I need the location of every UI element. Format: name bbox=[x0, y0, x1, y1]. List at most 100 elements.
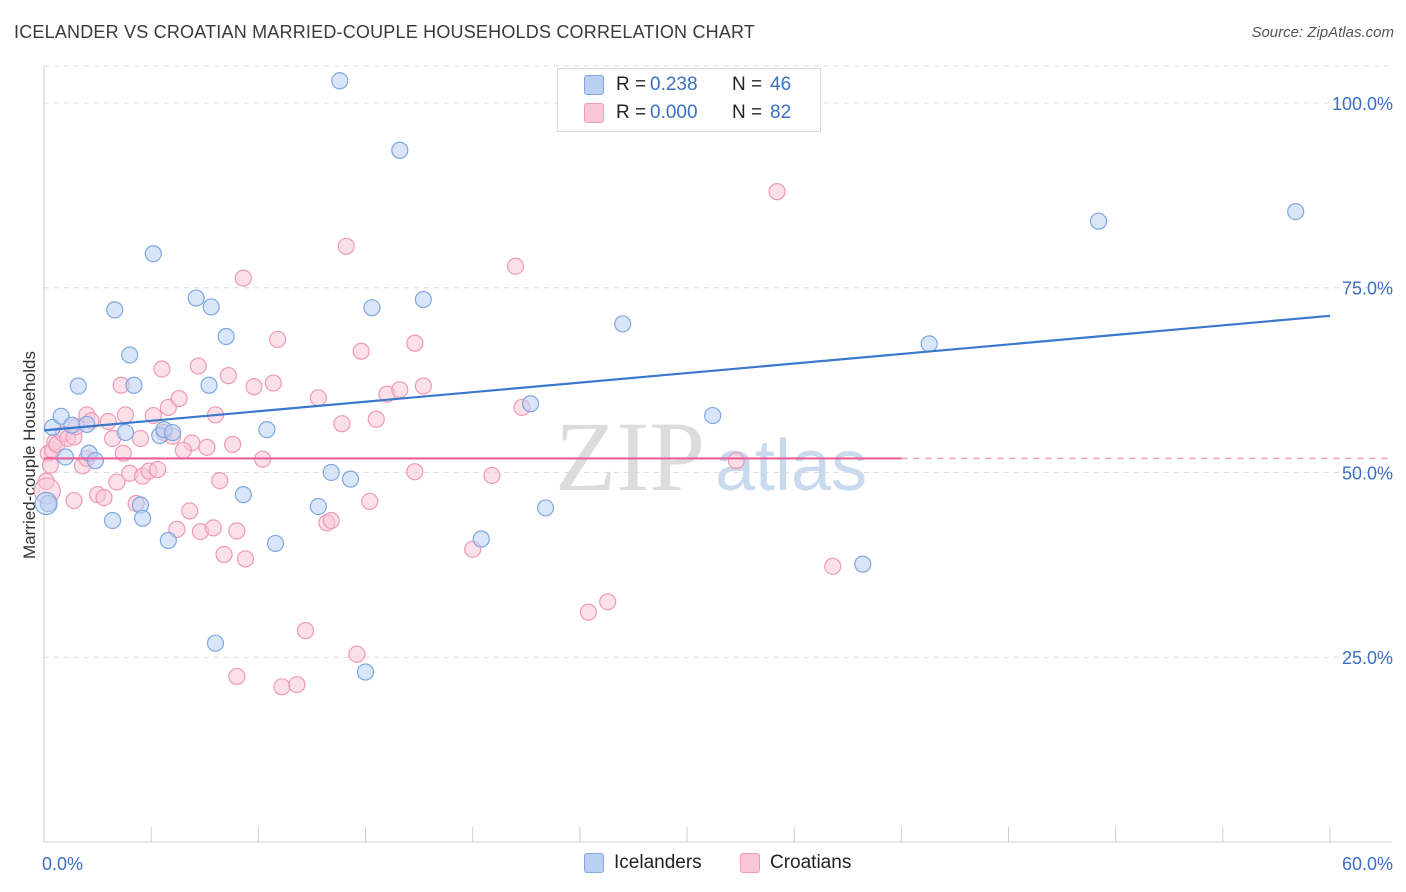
tick-labels: 25.0% 50.0% 75.0% 100.0% 0.0% 60.0% bbox=[42, 94, 1393, 874]
x-tick-label: 60.0% bbox=[1342, 854, 1393, 874]
y-tick-label: 75.0% bbox=[1342, 279, 1393, 299]
icelander-point bbox=[363, 299, 381, 317]
croatian-point bbox=[288, 675, 306, 694]
croatian-point bbox=[211, 472, 229, 490]
croatian-point bbox=[768, 183, 786, 201]
croatian-point bbox=[41, 456, 60, 474]
croatian-point bbox=[234, 269, 252, 287]
n-value: 46 bbox=[770, 74, 792, 95]
icelander-point bbox=[704, 406, 722, 425]
icelander-point bbox=[106, 301, 124, 319]
n-label: N = bbox=[732, 74, 763, 95]
icelander-point bbox=[356, 663, 375, 681]
source-label: Source: ZipAtlas.com bbox=[1251, 24, 1394, 41]
croatian-point bbox=[148, 460, 167, 479]
croatian-point bbox=[296, 622, 315, 640]
y-tick-label: 50.0% bbox=[1342, 463, 1393, 483]
croatian-point bbox=[599, 593, 617, 611]
r-label: R = bbox=[616, 102, 647, 123]
x-tick-label: 0.0% bbox=[42, 854, 83, 874]
icelander-point bbox=[69, 377, 87, 395]
correlation-legend: R = 0.238 N = 46 R = 0.000 N = 82 bbox=[557, 68, 821, 132]
icelander-point bbox=[125, 376, 143, 394]
croatian-point bbox=[333, 415, 351, 433]
croatian-point bbox=[99, 412, 117, 431]
r-value: 0.000 bbox=[650, 102, 698, 123]
croatian-point bbox=[727, 452, 745, 470]
croatian-point bbox=[264, 374, 282, 392]
icelander-point bbox=[78, 415, 96, 434]
croatian-point bbox=[116, 406, 135, 424]
icelander-point bbox=[521, 395, 540, 413]
croatian-point bbox=[367, 410, 385, 428]
icelanders-points bbox=[34, 72, 1305, 681]
icelander-point bbox=[322, 463, 340, 482]
y-tick-label: 25.0% bbox=[1342, 648, 1393, 668]
croatian-point bbox=[322, 511, 340, 530]
croatian-point bbox=[406, 463, 424, 481]
icelander-point bbox=[103, 511, 122, 530]
icelander-point bbox=[1287, 202, 1305, 221]
icelander-point bbox=[331, 72, 349, 90]
croatians-legend-swatch bbox=[740, 853, 760, 873]
croatian-point bbox=[204, 519, 222, 537]
icelander-point bbox=[414, 290, 432, 309]
croatian-point bbox=[198, 438, 216, 456]
icelander-point bbox=[34, 491, 58, 516]
icelanders-legend-swatch bbox=[584, 853, 604, 873]
icelander-point bbox=[56, 448, 75, 466]
icelander-point bbox=[217, 327, 235, 346]
croatian-point bbox=[483, 466, 501, 485]
r-value: 0.238 bbox=[650, 74, 698, 95]
icelander-point bbox=[133, 509, 152, 527]
icelander-point bbox=[472, 530, 490, 548]
croatian-point bbox=[219, 367, 237, 385]
croatian-point bbox=[131, 429, 150, 448]
icelanders-legend-label: Icelanders bbox=[614, 852, 702, 873]
icelander-point bbox=[234, 486, 252, 504]
croatian-point bbox=[228, 667, 246, 686]
croatian-point bbox=[224, 435, 242, 453]
croatian-point bbox=[174, 441, 192, 459]
croatian-point bbox=[391, 381, 409, 399]
croatian-point bbox=[348, 645, 366, 663]
croatian-point bbox=[170, 389, 188, 408]
watermark-zip: ZIP bbox=[555, 401, 705, 512]
croatian-point bbox=[414, 377, 432, 395]
trend-lines bbox=[43, 314, 1392, 460]
icelander-point bbox=[206, 634, 225, 652]
croatian-point bbox=[269, 330, 287, 349]
croatian-point bbox=[215, 545, 233, 564]
icelanders-trend-line bbox=[43, 314, 1331, 432]
croatian-point bbox=[352, 342, 370, 360]
icelander-point bbox=[200, 376, 218, 394]
chart-title: ICELANDER VS CROATIAN MARRIED-COUPLE HOU… bbox=[14, 22, 756, 42]
icelander-point bbox=[1089, 212, 1108, 230]
icelanders-swatch bbox=[584, 75, 604, 95]
croatian-point bbox=[406, 334, 424, 352]
icelander-point bbox=[391, 141, 409, 159]
icelander-point bbox=[341, 470, 360, 488]
croatian-point bbox=[309, 389, 327, 407]
icelander-point bbox=[86, 452, 105, 470]
croatian-point bbox=[114, 444, 132, 462]
icelander-point bbox=[536, 499, 555, 517]
croatian-point bbox=[153, 360, 171, 378]
icelander-point bbox=[309, 497, 327, 516]
icelander-point bbox=[164, 423, 182, 442]
icelander-point bbox=[614, 315, 632, 333]
croatian-point bbox=[337, 237, 355, 255]
croatian-point bbox=[228, 522, 246, 540]
croatian-point bbox=[824, 557, 842, 575]
croatian-point bbox=[189, 357, 207, 375]
gridlines bbox=[44, 65, 1392, 658]
r-label: R = bbox=[616, 74, 647, 95]
n-label: N = bbox=[732, 102, 763, 123]
icelander-point bbox=[920, 335, 938, 353]
icelander-point bbox=[187, 289, 205, 307]
icelander-point bbox=[116, 423, 135, 442]
icelander-point bbox=[266, 534, 285, 553]
watermark: ZIP atlas bbox=[555, 401, 867, 512]
croatian-point bbox=[108, 473, 126, 491]
